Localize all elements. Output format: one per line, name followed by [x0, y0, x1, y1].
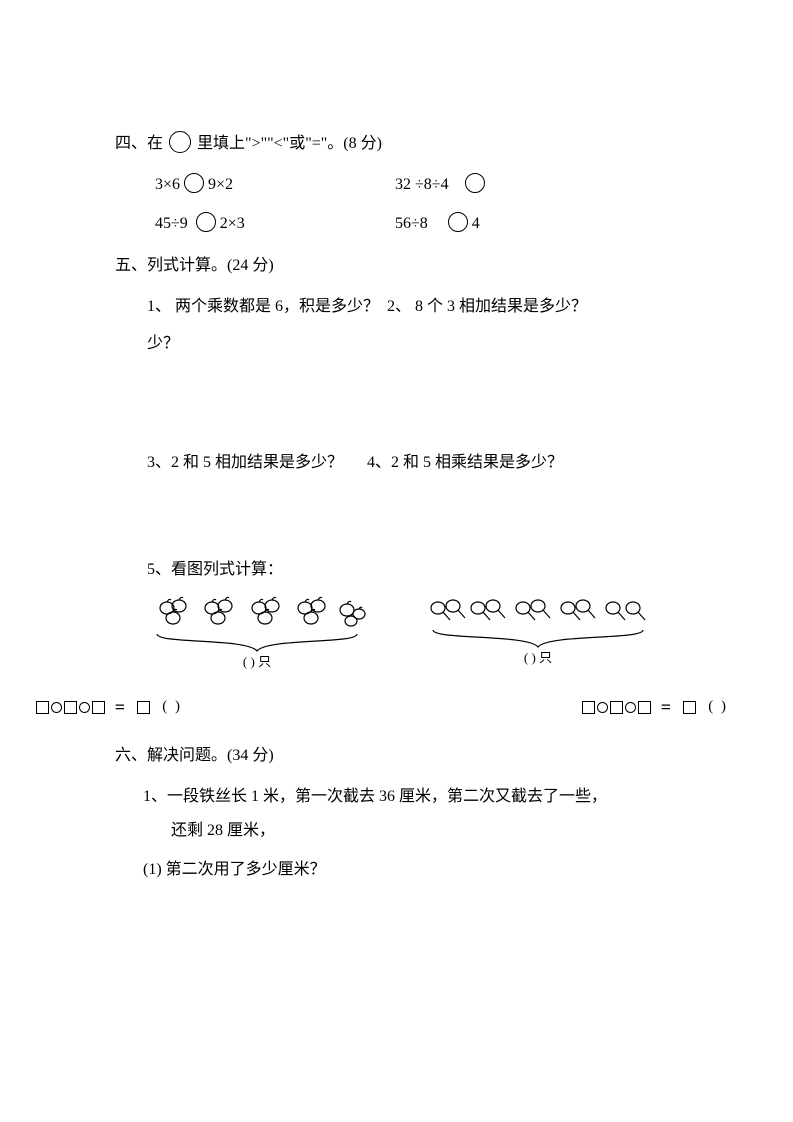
square-blank-icon[interactable] — [36, 701, 49, 714]
q-row-2: 3、2 和 5 相加结果是多少？ 4、2 和 5 相乘结果是多少？ — [147, 449, 678, 478]
section-6-num: 六、 — [115, 742, 147, 771]
square-blank-icon[interactable] — [64, 701, 77, 714]
answer-space-2 — [147, 486, 678, 556]
equation-2: = ( ) — [581, 691, 728, 723]
q6-1-line2: 还剩 28 厘米， — [171, 817, 678, 846]
circle-blank-icon[interactable] — [184, 173, 204, 193]
circle-op-icon[interactable] — [51, 702, 62, 713]
square-blank-icon[interactable] — [610, 701, 623, 714]
square-blank-icon[interactable] — [137, 701, 150, 714]
answer-space-1 — [147, 359, 678, 449]
svg-text:( ) 只: ( ) 只 — [243, 654, 271, 669]
compare-item-2: 32 ÷8÷4 — [395, 171, 635, 200]
q5-4: 4、2 和 5 相乘结果是多少？ — [367, 449, 563, 478]
compare-item-1: 3×6 9×2 — [155, 171, 395, 200]
circle-icon — [169, 131, 191, 153]
picture-group-1: ( ) 只 — [147, 596, 402, 671]
equation-1: = ( ) — [35, 691, 182, 723]
picture-group-2: ( ) 只 — [423, 596, 678, 671]
q5-3: 3、2 和 5 相加结果是多少？ — [147, 449, 343, 478]
circle-op-icon[interactable] — [79, 702, 90, 713]
q6-1-sub1: (1) 第二次用了多少厘米？ — [143, 856, 678, 885]
q5-5: 5、看图列式计算： — [147, 556, 678, 585]
pumpkin-diagram: ( ) 只 — [147, 596, 367, 671]
section-6-header: 六、 解决问题。(34 分) — [115, 742, 678, 771]
equation-row: = ( ) = ( ) — [35, 691, 728, 723]
q5-2-cont: 少？ — [147, 330, 678, 359]
circle-blank-icon[interactable] — [196, 212, 216, 232]
compare-row-1: 3×6 9×2 32 ÷8÷4 — [155, 171, 678, 200]
square-blank-icon[interactable] — [638, 701, 651, 714]
equals-icon: = — [115, 697, 127, 717]
section-5-questions: 1、 两个乘数都是 6，积是多少？ 2、 8 个 3 相加结果是多少？ 少？ 3… — [147, 293, 678, 671]
section-4-header: 四、 在 里填上">""<"或"="。(8 分) — [115, 130, 678, 159]
circle-op-icon[interactable] — [625, 702, 636, 713]
section-6-title: 解决问题。(34 分) — [147, 742, 274, 771]
q6-1-line1: 1、一段铁丝长 1 米，第一次截去 36 厘米，第二次又截去了一些， — [143, 783, 678, 812]
compare-item-4: 56÷8 4 — [395, 210, 635, 239]
compare-item-3: 45÷9 2×3 — [155, 210, 395, 239]
square-blank-icon[interactable] — [92, 701, 105, 714]
q5-1: 1、 两个乘数都是 6，积是多少？ — [147, 293, 379, 322]
section-5-num: 五、 — [115, 252, 147, 281]
circle-blank-icon[interactable] — [448, 212, 468, 232]
square-blank-icon[interactable] — [582, 701, 595, 714]
picture-row: ( ) 只 — [147, 596, 678, 671]
q5-2: 2、 8 个 3 相加结果是多少？ — [387, 293, 587, 322]
section-5-header: 五、 列式计算。(24 分) — [115, 252, 678, 281]
section-4-title: 在 里填上">""<"或"="。(8 分) — [147, 130, 382, 159]
q-row-1: 1、 两个乘数都是 6，积是多少？ 2、 8 个 3 相加结果是多少？ — [147, 293, 678, 322]
svg-text:( ) 只: ( ) 只 — [524, 650, 552, 665]
square-blank-icon[interactable] — [683, 701, 696, 714]
circle-blank-icon[interactable] — [465, 173, 485, 193]
compare-row-2: 45÷9 2×3 56÷8 4 — [155, 210, 678, 239]
section-5-title: 列式计算。(24 分) — [147, 252, 274, 281]
section-4-num: 四、 — [115, 130, 147, 159]
equals-icon: = — [661, 697, 673, 717]
circle-op-icon[interactable] — [597, 702, 608, 713]
paddle-diagram: ( ) 只 — [423, 596, 653, 671]
